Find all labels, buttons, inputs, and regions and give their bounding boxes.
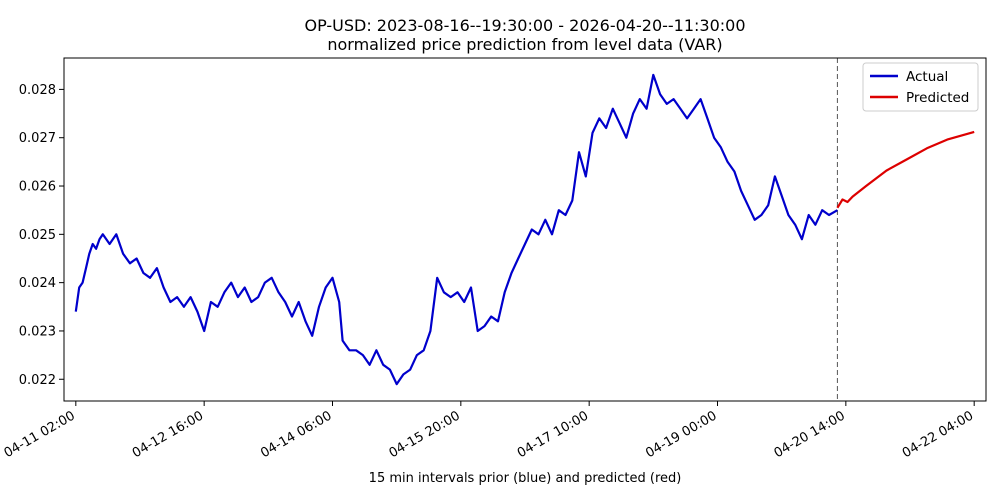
x-axis-label: 15 min intervals prior (blue) and predic… bbox=[369, 471, 682, 486]
y-tick-label: 0.026 bbox=[19, 180, 56, 195]
x-tick-label: 04-22 04:00 bbox=[900, 408, 976, 461]
x-tick-label: 04-11 02:00 bbox=[2, 408, 78, 461]
x-tick-label: 04-14 06:00 bbox=[258, 408, 334, 461]
y-axis: 0.022 0.023 0.024 0.025 0.026 0.027 0.028 bbox=[19, 83, 64, 388]
series-line-predicted bbox=[836, 130, 975, 209]
y-tick-label: 0.027 bbox=[19, 131, 56, 146]
y-tick-label: 0.022 bbox=[19, 373, 56, 388]
x-tick-label: 04-20 14:00 bbox=[772, 408, 848, 461]
chart-title: OP-USD: 2023-08-16--19:30:00 - 2026-04-2… bbox=[304, 16, 745, 35]
plot-frame bbox=[63, 57, 987, 402]
x-tick-label: 04-17 10:00 bbox=[515, 408, 591, 461]
series-layer bbox=[74, 73, 975, 386]
x-tick-label: 04-12 16:00 bbox=[130, 408, 206, 461]
legend: Actual Predicted bbox=[862, 62, 979, 112]
y-tick-label: 0.025 bbox=[19, 228, 56, 243]
x-tick-label: 04-19 00:00 bbox=[643, 408, 719, 461]
y-tick-label: 0.028 bbox=[19, 83, 56, 98]
legend-label-actual: Actual bbox=[906, 69, 948, 85]
series-line-actual bbox=[74, 73, 838, 386]
chart-subtitle: normalized price prediction from level d… bbox=[327, 35, 722, 54]
legend-label-predicted: Predicted bbox=[906, 90, 969, 106]
y-tick-label: 0.023 bbox=[19, 324, 56, 339]
plot-area bbox=[63, 57, 987, 402]
x-axis: 04-11 02:00 04-12 16:00 04-14 06:00 04-15 2… bbox=[2, 401, 976, 461]
y-tick-label: 0.024 bbox=[19, 276, 56, 291]
x-tick-label: 04-15 20:00 bbox=[387, 408, 463, 461]
